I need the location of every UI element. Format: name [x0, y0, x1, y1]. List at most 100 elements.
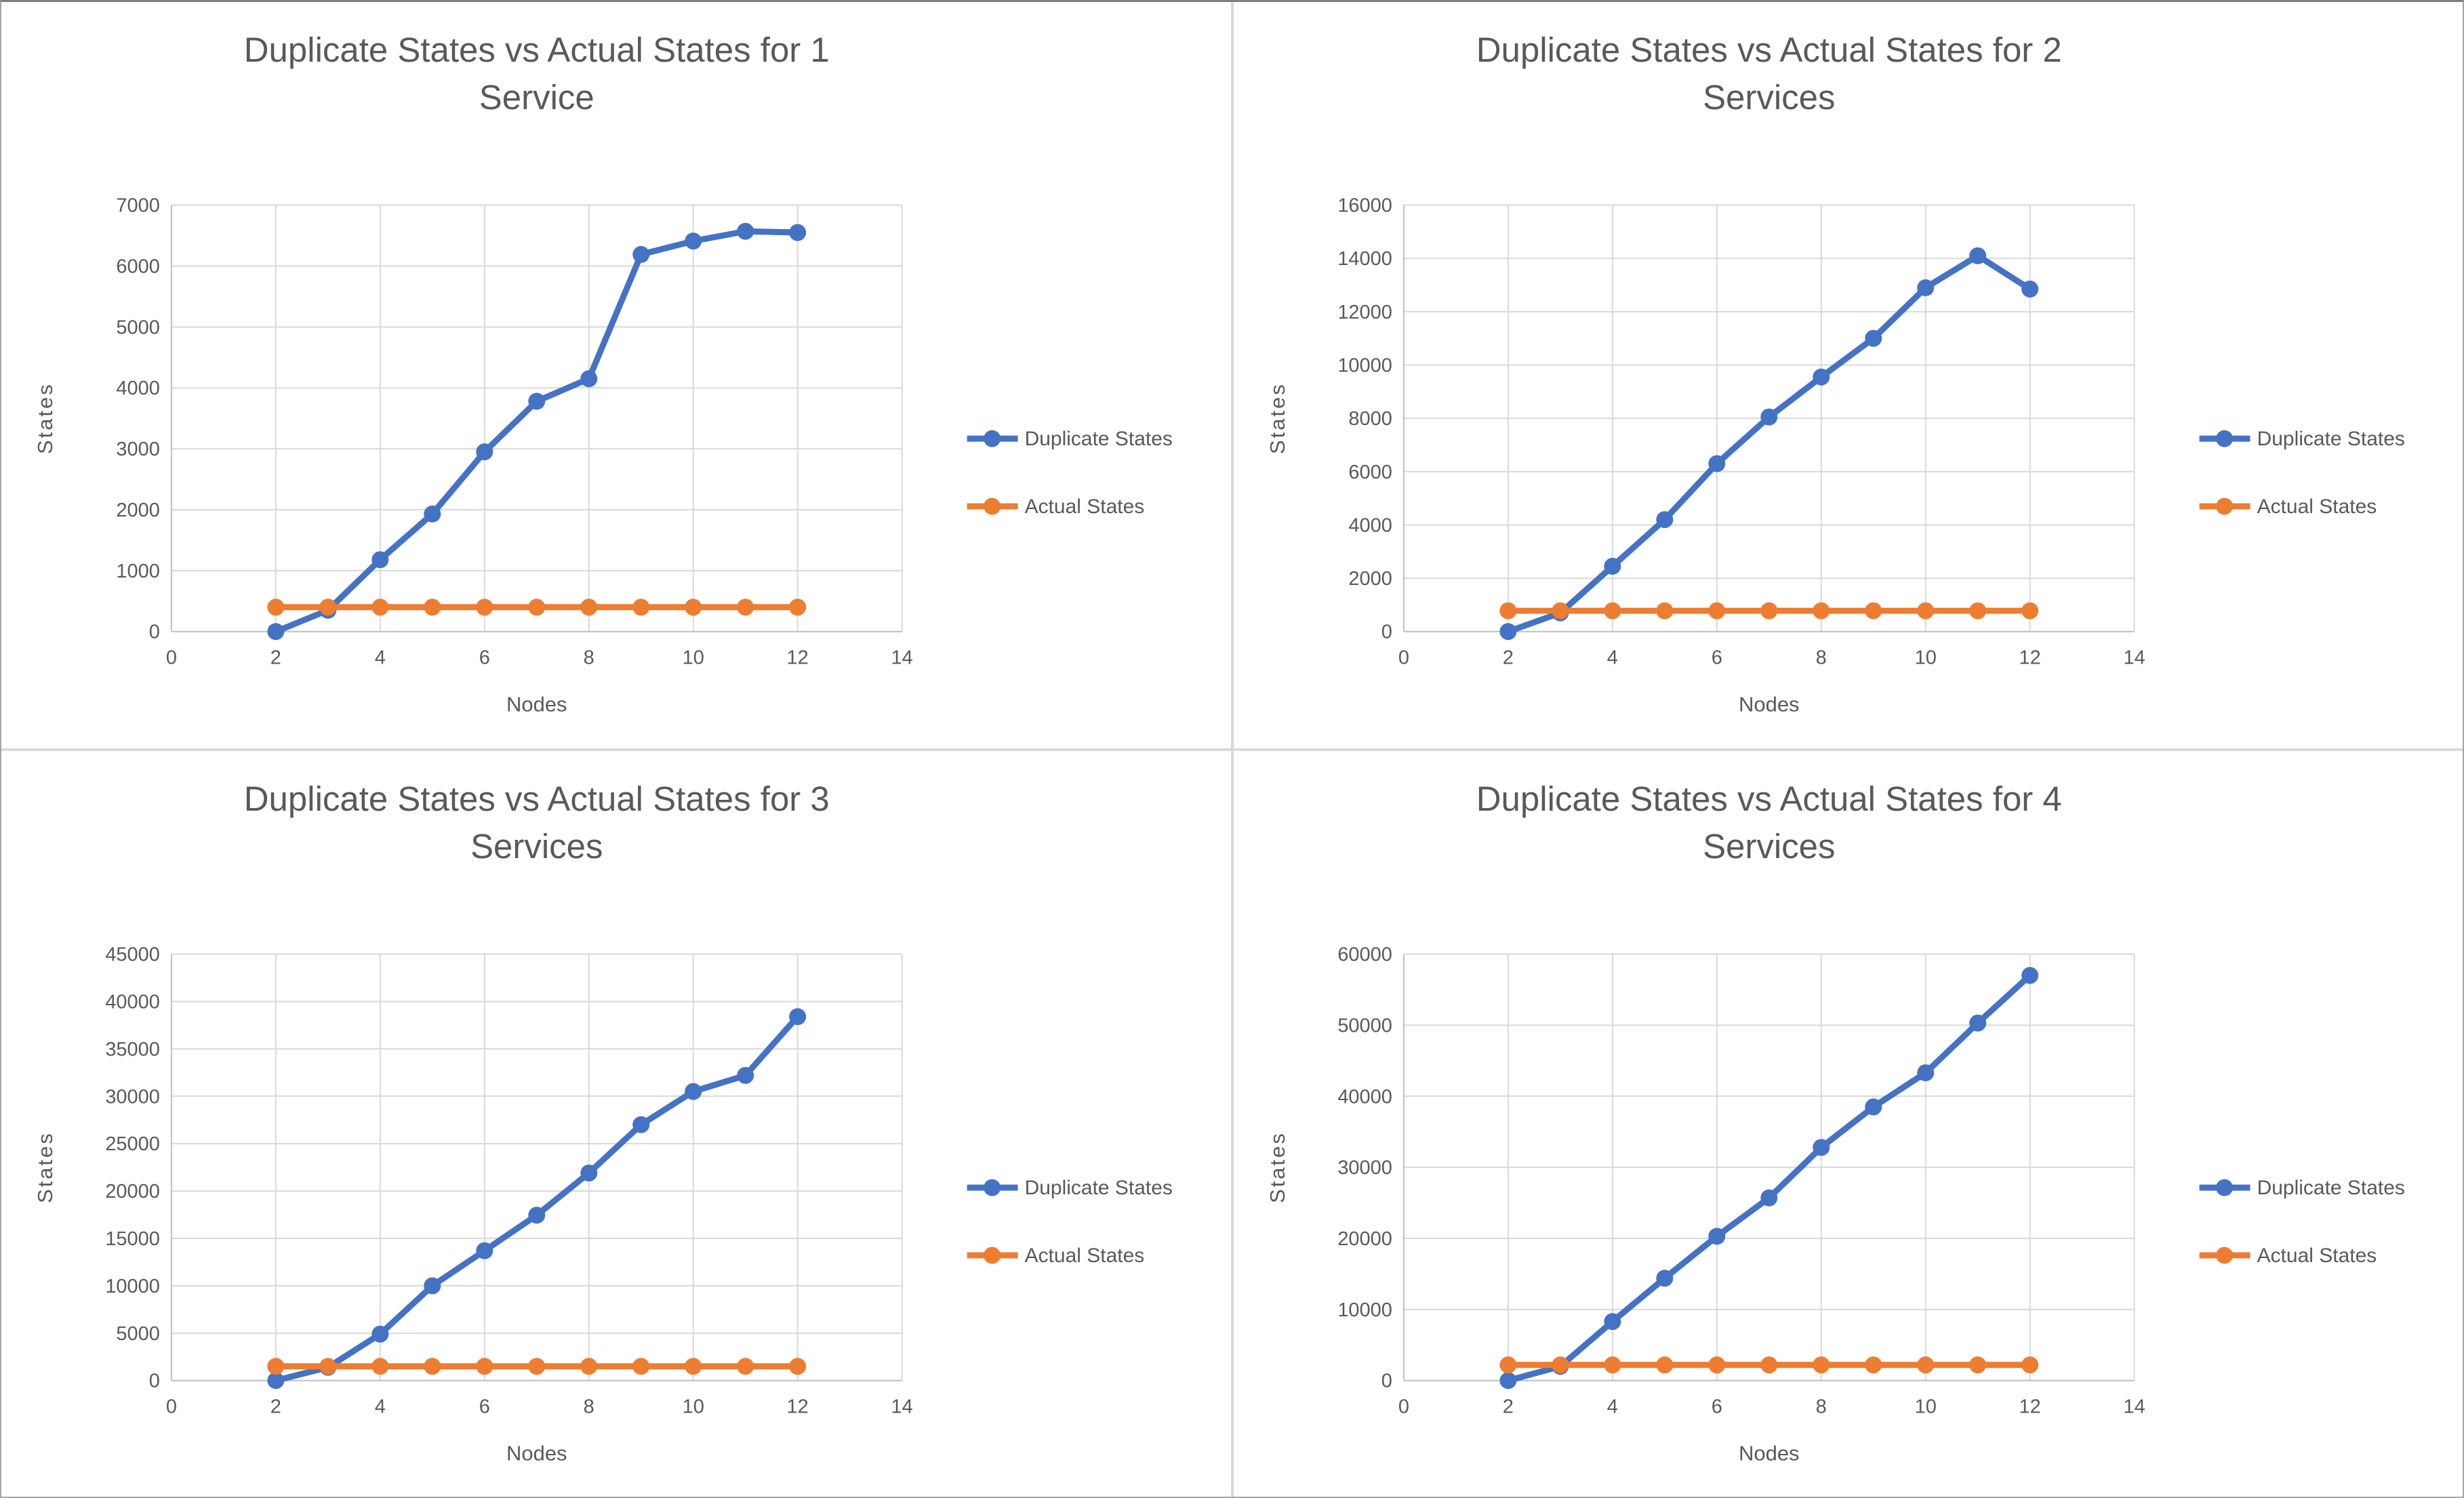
- series-duplicate-states-marker: [1760, 408, 1777, 426]
- legend-item-actual-states: Actual States: [2199, 1244, 2377, 1266]
- series-actual-states-marker: [1655, 1356, 1673, 1373]
- x-tick-label: 8: [1815, 1396, 1826, 1417]
- chart-2-services: 0 2000 4000 6000 8000 10000 12000 14000 16000 0 2 4…: [1265, 31, 2404, 716]
- y-tick-label: 20000: [105, 1181, 160, 1202]
- series-duplicate-states-marker: [1708, 1227, 1725, 1244]
- series-duplicate-states-marker: [685, 1082, 702, 1100]
- series-actual-states-marker: [789, 599, 807, 616]
- series-duplicate-states-marker: [1916, 1064, 1934, 1081]
- x-tick-label: 6: [1711, 1396, 1722, 1417]
- y-tick-label: 0: [1381, 1370, 1392, 1392]
- y-tick-label: 2000: [1348, 568, 1392, 590]
- y-tick-label: 14000: [1337, 248, 1392, 270]
- series-duplicate-states-line: [272, 228, 801, 635]
- legend-duplicate-states-label: Duplicate States: [1025, 428, 1173, 450]
- legend-duplicate-states-marker: [2215, 430, 2233, 447]
- series-actual-states-marker: [528, 599, 546, 616]
- legend-actual-states-label: Actual States: [1025, 1244, 1145, 1266]
- y-tick-label: 4000: [116, 378, 159, 399]
- y-tick-label: 25000: [105, 1133, 160, 1155]
- series-duplicate-states-marker: [1864, 1098, 1882, 1116]
- series-actual-states-marker: [1603, 602, 1621, 620]
- x-tick-label: 10: [683, 1396, 704, 1417]
- series-actual-states-marker: [1968, 602, 1986, 620]
- series-actual-states-marker: [1551, 1356, 1569, 1373]
- series-actual-states-marker: [1916, 602, 1934, 620]
- series-actual-states-marker: [737, 1357, 754, 1375]
- x-tick-label: 8: [584, 647, 594, 669]
- series-duplicate-states-marker: [1603, 1312, 1621, 1330]
- x-axis-title: Nodes: [1738, 693, 1799, 716]
- series-actual-states-marker: [528, 1357, 546, 1375]
- series-actual-states-marker: [371, 1357, 389, 1375]
- legend-actual-states-marker: [984, 498, 1001, 515]
- y-tick-label: 10000: [1337, 355, 1392, 377]
- legend-item-duplicate-states: Duplicate States: [967, 1177, 1173, 1199]
- series-actual-states-marker: [685, 599, 702, 616]
- y-tick-label: 3000: [116, 439, 159, 460]
- series-duplicate-states-marker: [1812, 1138, 1830, 1156]
- chart-3-services: 0 5000 10000 15000 20000 25000 30000 35000 40000…: [33, 779, 1173, 1465]
- legend-actual-states-marker: [984, 1247, 1001, 1263]
- y-tick-label: 6000: [1348, 462, 1392, 483]
- x-tick-label: 14: [891, 1396, 913, 1417]
- series-actual-states-marker: [1864, 602, 1882, 620]
- series-duplicate-states-marker: [685, 232, 702, 250]
- series-actual-states-marker: [580, 599, 598, 616]
- series-duplicate-states-marker: [2021, 280, 2038, 298]
- series-duplicate-states-marker: [632, 1116, 650, 1133]
- x-tick-label: 10: [1914, 647, 1936, 669]
- x-tick-label: 0: [166, 647, 177, 669]
- series-actual-states-marker: [1760, 1356, 1777, 1373]
- series-actual-states-marker: [685, 1357, 702, 1375]
- series-duplicate-states-marker: [1655, 511, 1673, 529]
- series-duplicate-states-marker: [580, 1164, 598, 1181]
- chart-panel-1-service: 0 1000 2000 3000 4000 5000 6000 7000 0 2 4 6 8 10 12 14…: [1, 2, 1231, 748]
- series-actual-states-marker: [1760, 602, 1777, 620]
- series-duplicate-states-marker: [789, 224, 807, 241]
- series-duplicate-states-marker: [528, 1206, 546, 1223]
- x-tick-label: 10: [1914, 1396, 1936, 1417]
- series-actual-states-marker: [424, 1357, 441, 1375]
- legend-item-duplicate-states: Duplicate States: [967, 428, 1173, 450]
- x-tick-label: 4: [1607, 1396, 1617, 1417]
- x-tick-label: 14: [2123, 1396, 2145, 1417]
- y-tick-label: 15000: [105, 1228, 160, 1250]
- legend-duplicate-states-label: Duplicate States: [2257, 428, 2404, 450]
- y-tick-label: 5000: [116, 1322, 159, 1344]
- y-tick-label: 5000: [116, 317, 159, 338]
- x-tick-label: 14: [891, 647, 913, 669]
- y-tick-label: 20000: [1337, 1228, 1392, 1250]
- y-tick-label: 0: [1381, 622, 1392, 643]
- series-duplicate-states-marker: [737, 222, 754, 240]
- x-tick-label: 6: [479, 647, 490, 669]
- series-actual-states-marker: [424, 599, 441, 616]
- series-duplicate-states-marker: [1968, 1014, 1986, 1032]
- series-actual-states-marker: [580, 1357, 598, 1375]
- series-duplicate-states-marker: [424, 1276, 441, 1294]
- series-actual-states-marker: [1499, 1356, 1516, 1373]
- series-duplicate-states-marker: [1655, 1269, 1673, 1287]
- legend-actual-states-label: Actual States: [2257, 1244, 2377, 1266]
- y-tick-label: 2000: [116, 500, 159, 521]
- y-axis-title: States: [1265, 382, 1289, 454]
- x-axis-title: Nodes: [1738, 1441, 1799, 1465]
- x-tick-label: 4: [1607, 647, 1617, 669]
- legend-item-duplicate-states: Duplicate States: [2199, 428, 2404, 450]
- series-actual-states-marker: [1968, 1356, 1986, 1373]
- x-tick-label: 8: [584, 1396, 594, 1417]
- y-tick-label: 1000: [116, 561, 159, 582]
- chart-4-services: 0 10000 20000 30000 40000 50000 60000 0 2 4 6 8 10 12…: [1265, 779, 2404, 1465]
- series-duplicate-states-marker: [1916, 279, 1934, 296]
- legend-duplicate-states-label: Duplicate States: [1025, 1177, 1173, 1199]
- series-duplicate-states-marker: [267, 623, 285, 641]
- series-duplicate-states-marker: [789, 1007, 807, 1025]
- series-actual-states-marker: [319, 599, 337, 616]
- series-actual-states-marker: [267, 1357, 285, 1375]
- x-tick-label: 2: [1502, 647, 1513, 669]
- series-actual-states-marker: [1499, 602, 1516, 620]
- x-tick-label: 4: [375, 647, 386, 669]
